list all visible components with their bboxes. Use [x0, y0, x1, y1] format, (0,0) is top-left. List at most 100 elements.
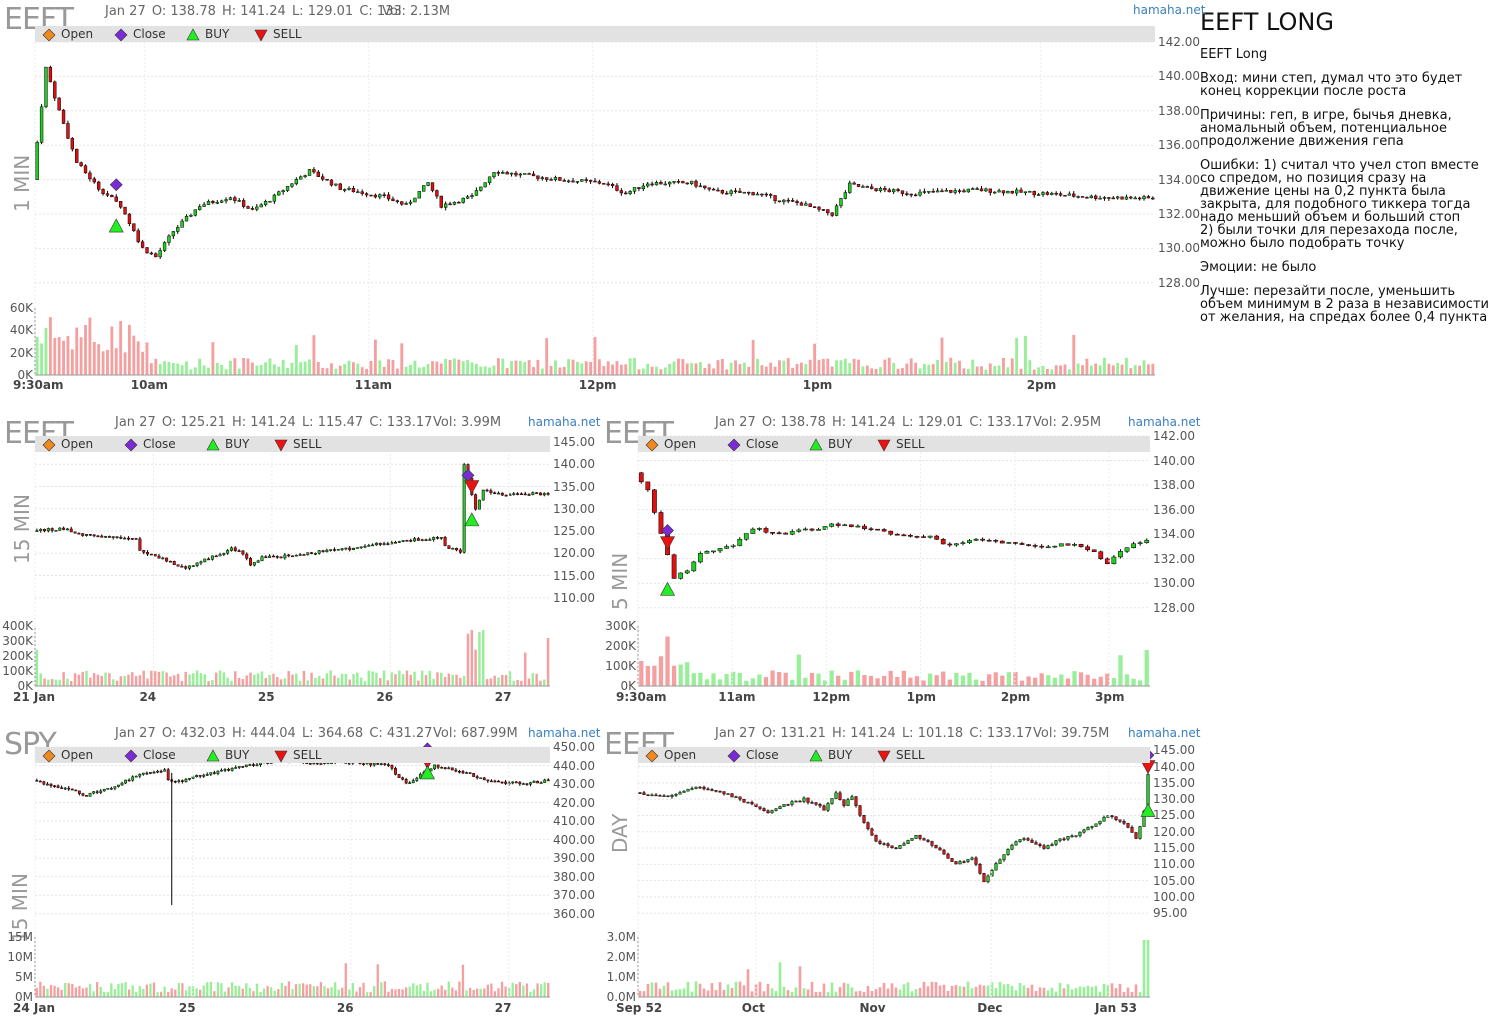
credit-link[interactable]: hamaha.net: [1133, 3, 1206, 17]
candle: [505, 172, 509, 175]
x-tick-label: 1pm: [906, 690, 937, 704]
candle: [1030, 839, 1034, 843]
volume-bar: [447, 981, 450, 997]
volume-bar: [262, 988, 266, 997]
candle: [461, 197, 465, 203]
candle: [881, 529, 887, 532]
candle: [285, 186, 290, 191]
volume-bar: [522, 985, 525, 997]
candle: [378, 194, 382, 198]
credit-link[interactable]: hamaha.net: [1128, 726, 1201, 740]
candle: [778, 806, 782, 809]
volume-bar: [639, 660, 644, 686]
volume-bar: [1110, 983, 1114, 997]
candle: [642, 792, 646, 795]
volume-bar: [726, 984, 730, 997]
volume-bar: [760, 365, 764, 375]
volume-tick-label: 200K: [605, 639, 636, 653]
y-tick-label: 135.00: [1153, 775, 1195, 790]
chart-panel-p2: EEFT 15 MIN Jan 27 O: 125.21 H: 141.24 L: …: [0, 412, 600, 717]
x-tick-label: 24 Jan: [13, 1001, 55, 1015]
candle: [988, 188, 992, 193]
volume-bar: [922, 981, 926, 997]
volume-bar: [813, 343, 817, 375]
volume-bar: [1066, 984, 1070, 997]
candle: [798, 800, 802, 803]
credit-link[interactable]: hamaha.net: [1128, 415, 1201, 429]
candle: [994, 863, 998, 871]
volume-bar: [496, 358, 500, 375]
candle: [918, 191, 922, 196]
volume-bar: [960, 675, 966, 686]
ohlc-readout: Jan 27 O: 125.21 H: 141.24 L: 115.47 C: …: [115, 415, 434, 430]
candle: [1058, 838, 1062, 841]
candle: [497, 780, 500, 783]
volume-bar: [1039, 673, 1044, 686]
candle: [979, 188, 984, 192]
y-tick-label: 95.00: [1153, 906, 1188, 921]
candle: [184, 566, 188, 569]
candle: [1058, 193, 1063, 196]
volume-bar: [698, 362, 702, 375]
y-tick-label: 128.00: [1153, 600, 1195, 615]
candle: [191, 776, 195, 779]
candle: [199, 561, 203, 564]
candle: [1074, 835, 1078, 837]
volume-bar: [993, 672, 998, 686]
candle: [205, 774, 209, 776]
candle: [711, 188, 716, 191]
credit-link[interactable]: hamaha.net: [528, 415, 601, 429]
y-tick-label: 110.00: [553, 590, 595, 605]
candle: [1010, 844, 1014, 850]
volume-readout: Vol: 2.95M: [1033, 415, 1102, 430]
candle: [738, 190, 742, 193]
candle: [782, 199, 786, 203]
volume-bar: [958, 360, 961, 375]
volume-bar: [483, 366, 487, 375]
candle: [340, 548, 344, 550]
volume-bar: [298, 983, 301, 997]
candle: [329, 549, 333, 551]
candle: [971, 188, 975, 190]
volume-bar: [358, 987, 362, 997]
y-tick-label: 410.00: [553, 814, 595, 829]
volume-bar: [678, 989, 682, 997]
volume-bar: [409, 674, 412, 686]
candle: [743, 533, 749, 540]
legend-close-label: Close: [143, 437, 176, 451]
candle: [722, 791, 726, 795]
volume-bar: [602, 366, 606, 375]
volume-bar: [878, 987, 882, 997]
candle: [770, 810, 774, 814]
volume-bar: [184, 671, 187, 686]
volume-bar: [1063, 364, 1067, 375]
candle: [452, 201, 457, 205]
volume-bar: [85, 670, 88, 686]
candle: [376, 763, 380, 765]
candle: [682, 790, 686, 793]
volume-bar: [309, 984, 312, 997]
volume-bar: [706, 990, 710, 997]
candle: [209, 772, 213, 775]
x-tick-label: 11am: [354, 378, 393, 392]
candle: [500, 492, 504, 496]
candle: [115, 536, 119, 538]
volume-bar: [470, 362, 474, 375]
volume-bar: [466, 633, 470, 686]
candle: [686, 788, 690, 792]
volume-tick-label: 0K: [620, 679, 636, 693]
volume-bar: [478, 632, 481, 686]
legend-open: Open: [42, 747, 93, 763]
candle: [344, 547, 348, 550]
y-tick-label: 135.00: [553, 479, 595, 494]
candle: [834, 792, 838, 799]
volume-bar: [980, 366, 983, 375]
volume-tick-label: 10M: [7, 950, 33, 964]
candle: [291, 555, 294, 558]
credit-link[interactable]: hamaha.net: [528, 726, 601, 740]
buy-icon: [186, 27, 200, 40]
candle: [835, 523, 841, 526]
legend-open-label: Open: [664, 748, 697, 762]
volume-bar: [796, 654, 801, 686]
ohlc-c: C: 133: [359, 4, 402, 19]
